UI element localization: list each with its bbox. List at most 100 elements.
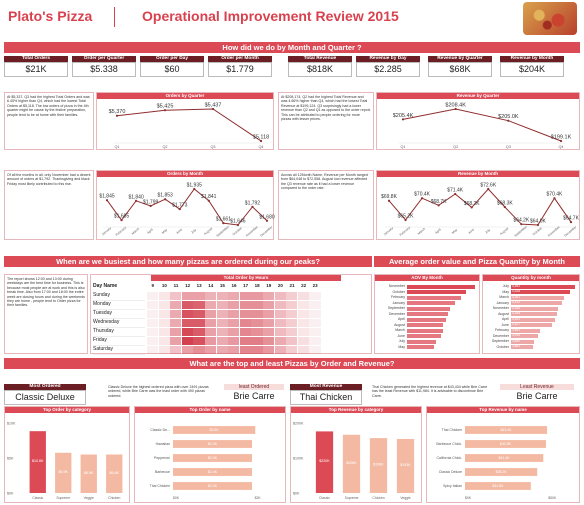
category-label: California Chick. (437, 456, 463, 460)
tick-label: September (215, 224, 230, 238)
heatmap-cell (286, 309, 298, 318)
orders-month-title: Orders by Month (97, 171, 273, 177)
heatmap-hour-label: 19 (266, 283, 272, 288)
heatmap-cell (147, 309, 159, 318)
heatmap-title: Total Order by Hours (151, 275, 341, 281)
top-order-cat-title: Top Order by category (5, 407, 129, 413)
bar (173, 482, 252, 490)
data-label: $199.1K (551, 135, 572, 141)
bar (407, 295, 462, 300)
orders-quarter-note: At $5,337, Q3 had the highest Total Orde… (7, 95, 90, 117)
peaks-note: The report shows 12:00 and 13:00 during … (7, 277, 85, 308)
kpi-label: Total Orders (4, 56, 68, 62)
bar-month-label: May (502, 289, 509, 294)
kpi-value: $818K (288, 62, 352, 77)
orders-quarter-chart: Orders by Quarter $5,370 Q1 $5,425 Q2 $5,437… (96, 92, 274, 150)
category-label: Classic Deluxe (439, 470, 462, 474)
tick-label: $0K (465, 496, 472, 500)
heatmap-cell (158, 291, 170, 300)
bar (173, 426, 256, 434)
heatmap-cell (286, 336, 298, 345)
revenue-month-chart: Revenue by Month $69.8K January $65.2K Febr… (376, 170, 580, 240)
heatmap-cell (216, 309, 228, 318)
tick-label: Q3 (210, 145, 215, 149)
heatmap-cell (297, 309, 310, 318)
bar-month-label: July (502, 284, 509, 288)
heatmap-cell (286, 300, 298, 309)
heatmap-cell (297, 291, 310, 300)
heatmap-cell (205, 300, 217, 309)
heatmap-hour-label: 10 (161, 283, 167, 288)
data-point (251, 205, 254, 208)
heatmap-cell (205, 291, 217, 300)
data-point (404, 218, 407, 222)
tick-label: Q2 (453, 145, 458, 149)
tick-label: $5K (7, 457, 14, 461)
heatmap-cell (181, 291, 194, 300)
tick-label: May (451, 228, 458, 235)
top-rev-cat-svg: $200K $100K $0K $220K Classic $208K Supreme $19… (293, 422, 415, 500)
tick-label: January (383, 226, 395, 237)
heatmap-cell (170, 336, 182, 345)
data-label: $205.0K (498, 114, 519, 120)
tick-label: January (101, 226, 113, 237)
tick-label: March (131, 227, 141, 236)
data-point (503, 205, 506, 209)
heatmap-cell (170, 318, 182, 327)
heatmap-day-label: Saturday (93, 345, 145, 355)
bar: 4,151 (511, 317, 556, 322)
heatmap-cell (193, 300, 205, 309)
data-point (401, 118, 405, 121)
data-point (569, 220, 573, 224)
bar-month-label: June (501, 322, 509, 327)
heatmap-cell (147, 345, 159, 354)
bar-month-label: October (496, 344, 509, 349)
bar-month-label: January (392, 300, 405, 305)
data-label: $193K (400, 463, 411, 467)
bar-month-label: December (492, 333, 509, 338)
aov-title: AOV By Month (375, 275, 479, 281)
bar (407, 284, 475, 289)
data-point (149, 204, 152, 208)
data-point (178, 208, 181, 211)
heatmap-cell (309, 309, 321, 318)
data-label: $6.6K (84, 471, 94, 475)
bar: 4,261 (511, 295, 565, 300)
tick-label: Q2 (162, 145, 167, 149)
data-point (115, 114, 119, 117)
kpi-value: $68K (428, 62, 492, 77)
kpi-label: Total Revenue (288, 56, 352, 62)
bar (407, 312, 448, 317)
section-banner-peaks: When are we busiest and how many pizzas … (4, 256, 372, 267)
tick-label: $2K (255, 496, 262, 500)
most-ordered-label: Most Ordered (4, 384, 86, 390)
tick-label: Q4 (558, 145, 563, 149)
data-label: $2.4K (208, 442, 218, 446)
bar (173, 454, 252, 462)
heatmap-hour-label: 20 (277, 283, 283, 288)
tick-label: Classic (319, 496, 330, 500)
tick-label: September (513, 224, 528, 238)
kpi-value: $204K (500, 62, 564, 77)
heatmap-cell (297, 345, 310, 354)
bar-month-label: April (501, 317, 509, 321)
heatmap-cell (170, 345, 182, 354)
data-label: $1,773 (172, 203, 188, 209)
heatmap-cell (309, 291, 321, 300)
bar-month-label: November (492, 306, 509, 310)
heatmap-cell (216, 318, 228, 327)
bar: 3,890 (511, 339, 534, 344)
heatmap-cell (147, 327, 159, 336)
heatmap-cell (216, 327, 228, 336)
bar-month-label: March (499, 295, 509, 299)
bar (465, 482, 531, 490)
kpi-value: $2.285 (356, 62, 420, 77)
heatmap-cell (193, 345, 205, 354)
heatmap-cell (216, 336, 228, 345)
data-label: $5,437 (205, 103, 222, 109)
top-rev-cat-title: Top Revenue by category (291, 407, 421, 413)
heatmap-cell (193, 309, 205, 318)
data-point (259, 139, 263, 143)
data-point (520, 223, 523, 226)
data-label: $1,845 (99, 194, 115, 200)
